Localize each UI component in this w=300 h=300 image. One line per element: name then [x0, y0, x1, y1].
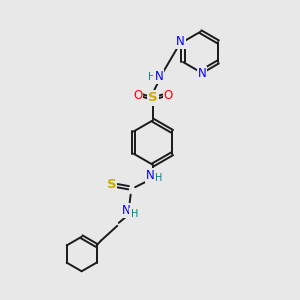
Text: O: O [133, 88, 142, 101]
Text: N: N [198, 67, 206, 80]
Text: N: N [122, 204, 130, 218]
Text: S: S [148, 92, 158, 104]
Text: O: O [164, 88, 173, 101]
Text: H: H [154, 173, 162, 183]
Text: S: S [106, 178, 116, 191]
Text: N: N [176, 35, 185, 48]
Text: N: N [154, 70, 163, 83]
Text: H: H [148, 72, 156, 82]
Text: H: H [130, 209, 138, 219]
Text: N: N [146, 169, 154, 182]
